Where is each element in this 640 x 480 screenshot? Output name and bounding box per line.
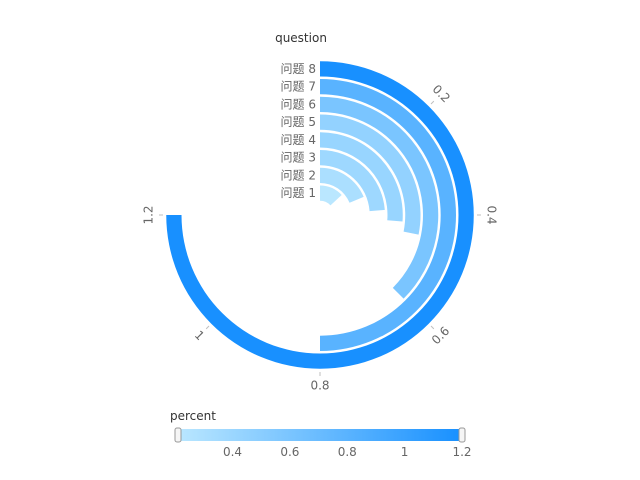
x-axis-title: question bbox=[275, 31, 327, 45]
category-label-3: 问题 3 bbox=[281, 151, 316, 165]
angle-tick-mark bbox=[430, 325, 435, 330]
bar-question-2 bbox=[320, 167, 364, 203]
legend-tick-label: 0.6 bbox=[280, 445, 299, 459]
category-label-4: 问题 4 bbox=[281, 133, 316, 147]
bar-question-6 bbox=[320, 96, 439, 299]
legend-max-handle[interactable] bbox=[458, 427, 466, 443]
category-labels: 问题 1 问题 2 问题 3 问题 4 问题 5 问题 6 问题 7 问题 8 bbox=[281, 62, 316, 200]
category-label-6: 问题 6 bbox=[281, 97, 316, 111]
angle-tick-mark bbox=[205, 325, 210, 330]
legend-tick-label: 0.8 bbox=[338, 445, 357, 459]
legend-tick-label: 1 bbox=[401, 445, 409, 459]
bar-question-1 bbox=[320, 185, 342, 206]
bars-layer bbox=[166, 61, 474, 369]
bar-question-4 bbox=[320, 132, 403, 222]
angle-tick-label: 1 bbox=[192, 328, 207, 343]
color-legend: percent 0.4 0.6 0.8 1 1.2 bbox=[170, 409, 472, 459]
category-label-7: 问题 7 bbox=[281, 80, 316, 94]
bar-question-7 bbox=[320, 78, 457, 352]
angle-tick-label: 0.8 bbox=[310, 379, 329, 393]
bar-question-3 bbox=[320, 149, 385, 212]
angle-tick-label: 0.4 bbox=[485, 205, 499, 224]
legend-tick-label: 1.2 bbox=[452, 445, 471, 459]
legend-tick-label: 0.4 bbox=[223, 445, 242, 459]
angle-tick-label: 1.2 bbox=[142, 205, 156, 224]
angle-tick-mark bbox=[430, 100, 435, 105]
category-label-5: 问题 5 bbox=[281, 115, 316, 129]
legend-title: percent bbox=[170, 409, 216, 423]
category-label-1: 问题 1 bbox=[281, 186, 316, 200]
category-label-2: 问题 2 bbox=[281, 168, 316, 182]
legend-min-handle[interactable] bbox=[174, 427, 182, 443]
bar-question-5 bbox=[320, 114, 421, 235]
legend-gradient-bar bbox=[178, 429, 462, 441]
category-label-8: 问题 8 bbox=[281, 62, 316, 76]
